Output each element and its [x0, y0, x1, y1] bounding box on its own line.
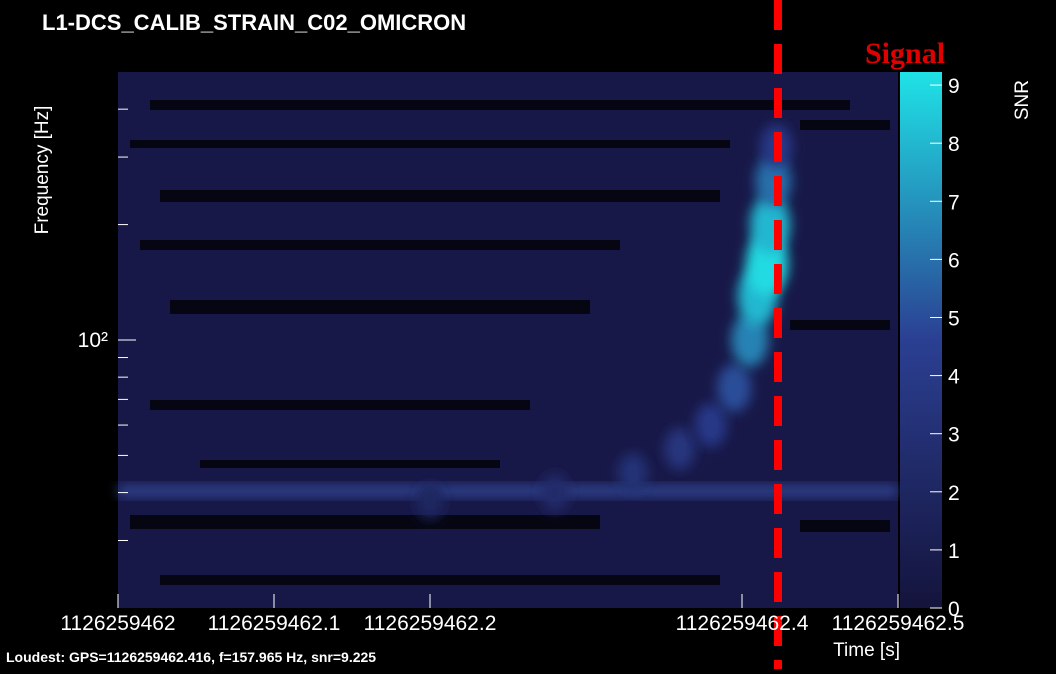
- x-tick-label: 1126259462.2: [364, 612, 497, 635]
- x-tick-label: 1126259462.1: [208, 612, 341, 635]
- colorbar-label: SNR: [1012, 80, 1033, 120]
- tile: [755, 154, 792, 207]
- tile: [664, 427, 696, 470]
- x-tick-label: 1126259462.4: [676, 612, 809, 635]
- tile: [416, 483, 445, 520]
- colorbar-tick-label: 6: [948, 249, 960, 272]
- colorbar-tick-label: 5: [948, 307, 960, 330]
- y-axis-label: Frequency [Hz]: [32, 106, 53, 235]
- x-tick-label: 1126259462: [60, 612, 175, 635]
- colorbar: [900, 72, 942, 608]
- footer: Loudest: GPS=1126259462.416, f=157.965 H…: [6, 649, 376, 665]
- colorbar-tick-label: 3: [948, 424, 960, 447]
- colorbar-tick-label: 0: [948, 598, 960, 621]
- x-axis-label: Time [s]: [833, 640, 900, 661]
- tile: [694, 403, 727, 448]
- texture: [130, 100, 890, 585]
- tile: [731, 313, 769, 367]
- annotation: Signal: [865, 37, 945, 70]
- y-tick-label: 10²: [78, 329, 108, 352]
- chart-title: L1-DCS_CALIB_STRAIN_C02_OMICRON: [42, 10, 466, 35]
- tile: [617, 452, 648, 493]
- x-tick-label: 1126259462.5: [832, 612, 965, 635]
- colorbar-tick-label: 1: [948, 540, 960, 563]
- band: [118, 486, 898, 496]
- colorbar-tick-label: 9: [948, 75, 960, 98]
- colorbar-tick-label: 4: [948, 366, 960, 389]
- tile: [540, 473, 570, 512]
- colorbar-tick-label: 7: [948, 191, 960, 214]
- colorbar-tick-label: 8: [948, 133, 960, 156]
- tile: [717, 363, 752, 412]
- colorbar-tick-label: 2: [948, 482, 960, 505]
